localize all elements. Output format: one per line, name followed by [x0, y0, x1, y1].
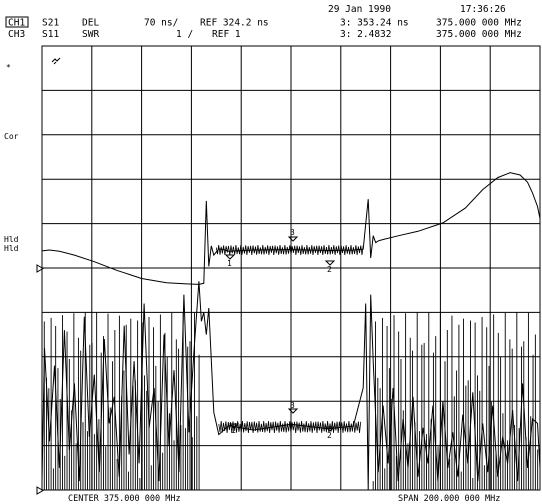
marker-1-ch3: 1	[228, 423, 240, 435]
trace-s11-noise	[41, 312, 539, 490]
ch3-marker-value: 3: 2.4832	[340, 29, 391, 40]
ch1-marker-freq: 375.000 000 MHz	[436, 18, 522, 29]
marker-2-ch3: 2	[324, 426, 336, 440]
ch3-param: S11	[42, 29, 59, 40]
time-readout: 17:36:26	[460, 4, 506, 15]
span-frequency: SPAN 200.000 000 MHz	[398, 494, 500, 504]
ch3-ref-marker-icon	[36, 486, 44, 495]
hp-logo-icon	[51, 57, 61, 65]
ch3-scale: 1 /	[176, 29, 193, 40]
trace-s21-ripple	[215, 244, 364, 256]
ch1-ref-marker-icon	[36, 264, 44, 273]
ch1-label[interactable]: CH1	[8, 18, 25, 29]
ch1-active-box[interactable]	[5, 16, 29, 28]
marker-label: 1	[231, 426, 236, 435]
trace-s11-swr	[41, 281, 541, 491]
marker-label: 3	[290, 228, 295, 237]
marker-label: 2	[327, 431, 332, 440]
side-cor: Cor	[4, 132, 19, 141]
ch3-format: SWR	[82, 29, 99, 40]
marker-label: 1	[227, 259, 232, 268]
ch3-marker-freq: 375.000 000 MHz	[436, 29, 522, 40]
graticule	[41, 45, 541, 491]
marker-3-ch3: 3	[287, 401, 299, 414]
marker-2-ch1: 2	[324, 260, 336, 274]
ch1-param: S21	[42, 18, 59, 29]
side-hld-2: Hld	[4, 244, 19, 253]
marker-3-ch1: 3	[287, 228, 299, 242]
marker-label: 3	[290, 401, 295, 410]
ch1-scale: 70 ns/	[144, 18, 178, 29]
marker-1-ch1: 1	[224, 254, 236, 268]
center-frequency: CENTER 375.000 000 MHz	[68, 494, 181, 504]
side-star: *	[6, 63, 11, 72]
side-hld-1: Hld	[4, 235, 19, 244]
ch1-ref: REF 324.2 ns	[200, 18, 269, 29]
ch3-ref: REF 1	[212, 29, 241, 40]
date-readout: 29 Jan 1990	[328, 4, 391, 15]
ch1-marker-value: 3: 353.24 ns	[340, 18, 409, 29]
marker-label: 2	[327, 265, 332, 274]
ch3-label[interactable]: CH3	[8, 29, 25, 40]
ch1-format: DEL	[82, 18, 99, 29]
trace-s11-ripple	[218, 420, 362, 434]
